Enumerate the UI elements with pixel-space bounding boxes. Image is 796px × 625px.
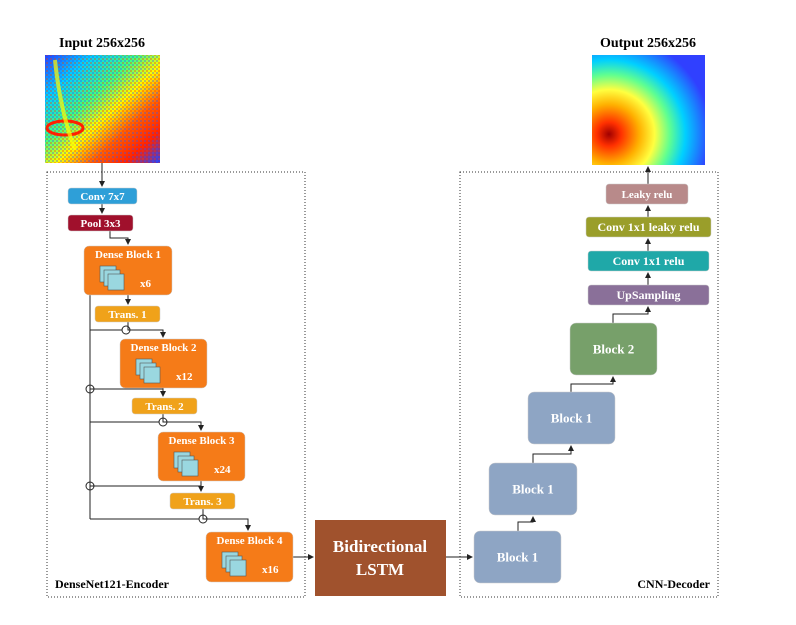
- node-label: Block 1: [497, 550, 539, 565]
- input-image: [45, 55, 160, 163]
- stack-icon: [143, 366, 161, 384]
- node-label: Leaky relu: [622, 189, 673, 201]
- node-label: Dense Block 4: [217, 535, 284, 547]
- decoder-node: [585, 216, 712, 238]
- repeat-label: x16: [262, 564, 279, 576]
- node-label: Trans. 3: [183, 496, 222, 508]
- decoder-node: [488, 462, 578, 516]
- node-label: UpSampling: [616, 288, 680, 302]
- lstm-box: [315, 520, 446, 596]
- encoder-node: [169, 492, 236, 510]
- decoder-label: CNN-Decoder: [637, 577, 710, 591]
- encoder-node: [67, 214, 134, 232]
- encoder-label: DenseNet121-Encoder: [55, 577, 170, 591]
- node-label: Block 1: [512, 482, 554, 497]
- node-label: Conv 1x1 leaky relu: [597, 220, 699, 234]
- decoder-node: [569, 322, 658, 376]
- node-label: Block 2: [593, 342, 635, 357]
- lstm-label: Bidirectional: [333, 537, 427, 556]
- encoder-node: [94, 305, 161, 323]
- input-title: Input 256x256: [59, 36, 145, 51]
- node-label: Dense Block 3: [169, 435, 236, 447]
- node-label: Pool 3x3: [80, 218, 121, 230]
- stack-icon: [229, 559, 247, 577]
- decoder-node: [587, 250, 710, 272]
- lstm-label: LSTM: [356, 560, 404, 579]
- output-image: [592, 55, 705, 165]
- decoder-node: [527, 391, 616, 445]
- node-label: Dense Block 1: [95, 249, 161, 261]
- node-label: Trans. 1: [108, 309, 146, 321]
- stack-icon: [107, 273, 125, 291]
- decoder-node: [605, 183, 689, 205]
- encoder-node: [67, 187, 138, 205]
- encoder-connectors: [85, 163, 473, 560]
- repeat-label: x24: [214, 464, 231, 476]
- decoder-node: [473, 530, 562, 584]
- node-label: Dense Block 2: [131, 342, 198, 354]
- stack-icon: [181, 459, 199, 477]
- node-label: Block 1: [551, 411, 593, 426]
- decoder-frame: [459, 171, 719, 598]
- node-label: Conv 1x1 relu: [613, 254, 685, 268]
- output-title: Output 256x256: [600, 36, 696, 51]
- decoder-node: [587, 284, 710, 306]
- decoder-connectors: [517, 166, 651, 531]
- repeat-label: x12: [176, 371, 193, 383]
- encoder-frame: [46, 171, 306, 598]
- node-label: Conv 7x7: [80, 191, 125, 203]
- repeat-label: x6: [140, 278, 152, 290]
- encoder-node: [131, 397, 198, 415]
- node-label: Trans. 2: [145, 401, 184, 413]
